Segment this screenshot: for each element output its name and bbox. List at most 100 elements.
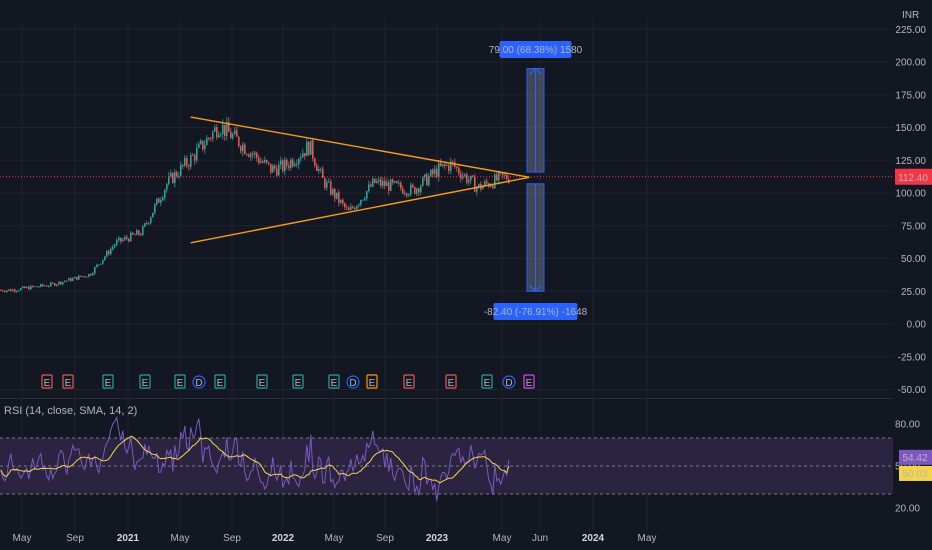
- event-earnings-icon[interactable]: [366, 374, 378, 389]
- price-candle: [32, 285, 34, 287]
- event-dividend-icon[interactable]: [502, 375, 516, 389]
- event-earnings-icon[interactable]: [481, 374, 493, 389]
- event-earnings-icon[interactable]: [214, 374, 226, 389]
- event-marker-label: E: [484, 378, 491, 389]
- price-candle: [148, 222, 150, 224]
- event-earnings-icon[interactable]: [62, 374, 74, 389]
- event-marker-label: E: [526, 378, 533, 389]
- currency-label: INR: [902, 10, 919, 21]
- event-dividend-icon[interactable]: [192, 375, 206, 389]
- price-candle: [76, 276, 78, 280]
- price-candle: [80, 275, 82, 277]
- price-candle: [398, 182, 400, 184]
- x-tick-label: Sep: [66, 533, 84, 544]
- price-candle: [96, 264, 98, 268]
- price-candle: [308, 141, 310, 155]
- price-candle: [442, 163, 444, 166]
- price-candle: [246, 153, 248, 155]
- price-candle: [18, 290, 20, 292]
- price-candle: [406, 193, 408, 196]
- price-candle: [438, 163, 440, 177]
- price-candle: [192, 155, 194, 156]
- price-candle: [504, 174, 506, 176]
- price-candle: [158, 198, 160, 203]
- price-candle: [140, 234, 142, 236]
- x-tick-label: May: [493, 533, 512, 544]
- price-candle: [428, 176, 430, 186]
- event-marker-label: E: [217, 378, 224, 389]
- rsi-y-tick-label: 80.00: [895, 420, 920, 431]
- event-earnings-icon[interactable]: [256, 374, 268, 389]
- price-candle: [90, 273, 92, 276]
- x-tick-label: May: [325, 533, 344, 544]
- price-candle: [472, 175, 474, 178]
- price-candle: [464, 174, 466, 176]
- price-candle: [62, 281, 64, 285]
- event-marker-label: E: [295, 378, 302, 389]
- rsi-title: RSI (14, close, SMA, 14, 2): [4, 405, 138, 417]
- event-earnings-icon[interactable]: [445, 374, 457, 389]
- event-earnings-icon[interactable]: [523, 374, 535, 389]
- last-price-tag: [895, 168, 932, 185]
- event-marker-label: E: [177, 378, 184, 389]
- price-candle: [170, 173, 172, 176]
- triangle-upper-line[interactable]: [190, 116, 530, 178]
- price-candle: [138, 230, 140, 235]
- price-candle: [216, 127, 218, 138]
- price-candle: [112, 246, 114, 249]
- price-candle: [204, 145, 206, 150]
- price-candle: [122, 239, 124, 242]
- price-candle: [146, 223, 148, 225]
- price-candle: [348, 207, 350, 211]
- price-candle: [506, 174, 508, 180]
- price-candle: [288, 165, 290, 168]
- price-candle: [408, 194, 410, 196]
- price-candle: [70, 278, 72, 281]
- price-candle: [284, 159, 286, 172]
- event-earnings-icon[interactable]: [102, 374, 114, 389]
- price-candle: [234, 130, 236, 135]
- x-tick-label: Sep: [376, 533, 394, 544]
- price-candle: [176, 171, 178, 177]
- event-marker-label: E: [65, 378, 72, 389]
- price-candle: [10, 289, 12, 292]
- x-tick-label: 2022: [272, 533, 295, 544]
- price-candle: [2, 290, 4, 292]
- last-price-label: 112.40: [898, 173, 928, 184]
- event-earnings-icon[interactable]: [292, 374, 304, 389]
- event-earnings-icon[interactable]: [41, 374, 53, 389]
- price-candle: [456, 166, 458, 168]
- price-candle: [394, 181, 396, 183]
- price-candle: [432, 169, 434, 175]
- price-candle: [266, 159, 268, 163]
- price-candle: [310, 140, 312, 155]
- price-candle: [356, 205, 358, 210]
- price-candle: [198, 143, 200, 148]
- event-earnings-icon[interactable]: [174, 374, 186, 389]
- event-earnings-icon[interactable]: [328, 374, 340, 389]
- price-candle: [238, 136, 240, 147]
- price-candle: [240, 146, 242, 152]
- rsi-sma-value-tag: [899, 465, 932, 481]
- event-dividend-icon[interactable]: [346, 375, 360, 389]
- price-candle: [54, 283, 56, 286]
- price-candle: [184, 157, 186, 166]
- pane-divider: [0, 398, 893, 399]
- event-earnings-icon[interactable]: [403, 374, 415, 389]
- price-candle: [0, 289, 2, 291]
- price-candle: [254, 152, 256, 155]
- triangle-lower-line[interactable]: [190, 176, 530, 244]
- price-candle: [446, 165, 448, 166]
- price-candle: [52, 282, 54, 284]
- price-candle: [452, 161, 454, 163]
- rsi-value-label: 54.42: [902, 453, 927, 464]
- price-candle: [276, 168, 278, 176]
- price-candle: [120, 237, 122, 242]
- price-candle: [236, 130, 238, 137]
- measure-label-box: [493, 303, 578, 320]
- event-earnings-icon[interactable]: [139, 374, 151, 389]
- price-candle: [296, 164, 298, 166]
- price-candle: [292, 159, 294, 166]
- price-candle: [210, 138, 212, 140]
